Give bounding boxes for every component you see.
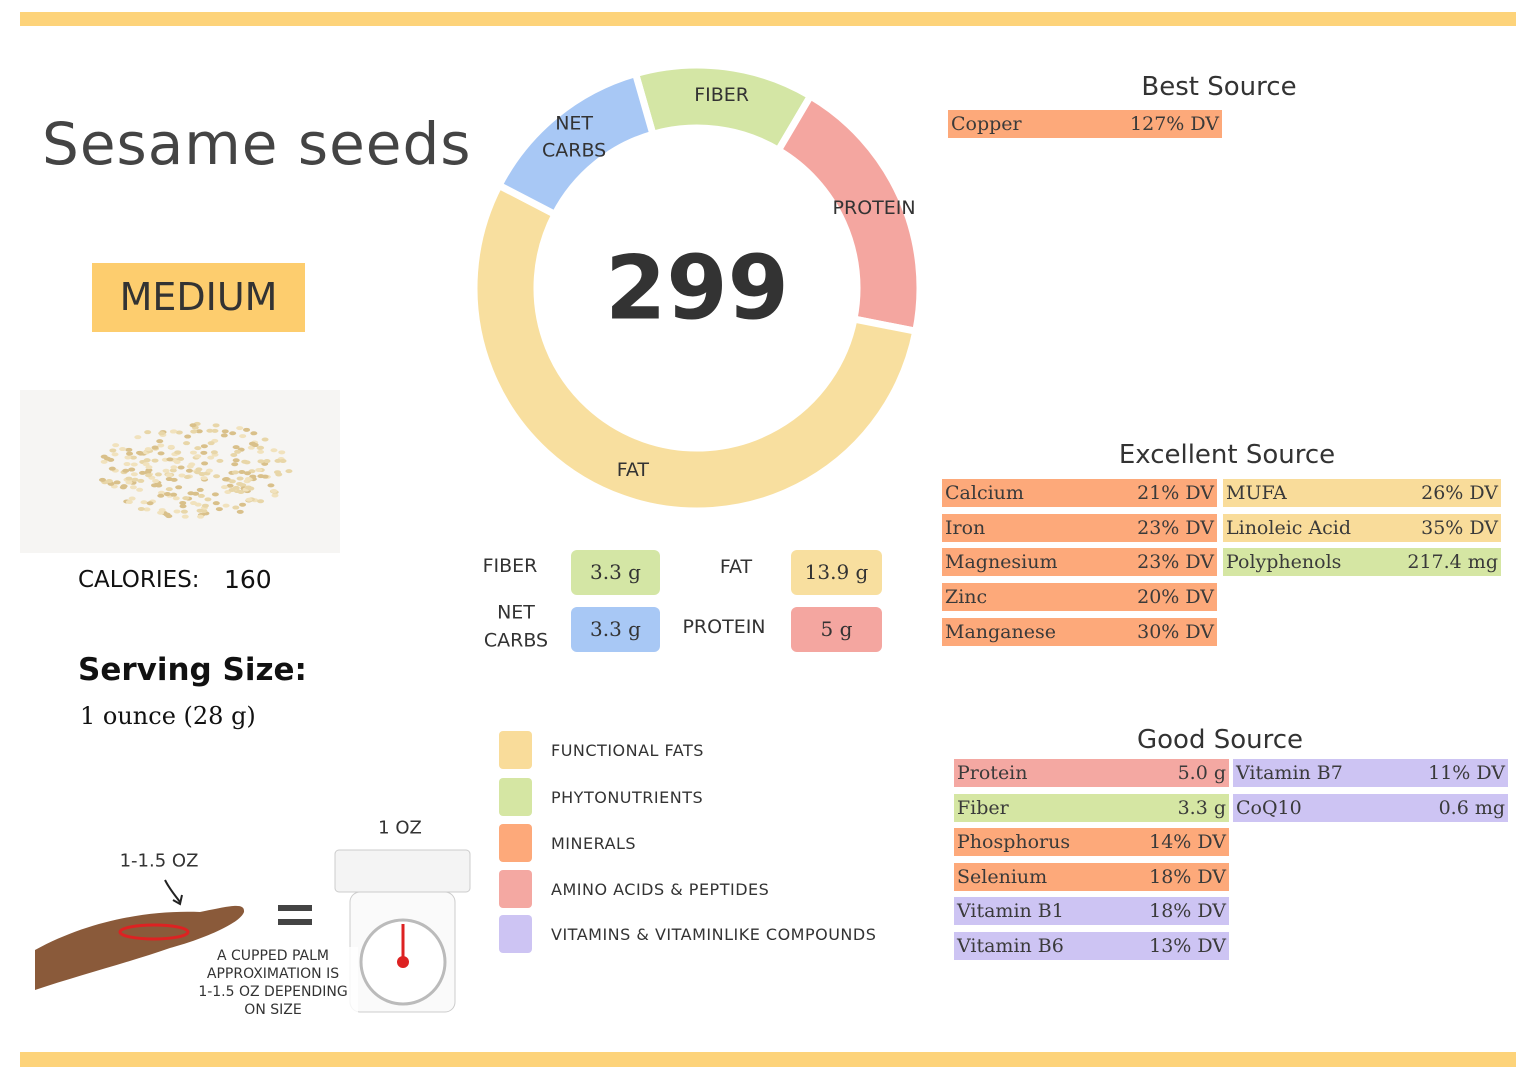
source-row: Vitamin B6 13% DV (954, 932, 1229, 960)
donut-center: 299 (605, 236, 789, 340)
donut-label: NET CARBS (542, 112, 607, 162)
nutrient-amount: 26% DV (1421, 482, 1498, 504)
nutrient-name: Fiber (957, 796, 1009, 819)
nutrient-name: CoQ10 (1236, 796, 1302, 819)
nutrient-amount: 21% DV (1137, 482, 1214, 504)
donut-segment (494, 69, 658, 220)
nutrient-amount: 13% DV (1149, 935, 1226, 957)
portion-illustration (35, 849, 471, 1013)
nutrient-amount: 35% DV (1421, 516, 1498, 539)
nutrient-amount: 0.6 mg (1438, 796, 1505, 819)
nutrient-amount: 18% DV (1149, 865, 1226, 888)
nutrient-name: Zinc (945, 586, 988, 609)
nutrient-amount: 217.4 mg (1407, 551, 1498, 574)
nutrient-name: Phosphorus (957, 831, 1071, 854)
legend-label: VITAMINS & VITAMINLIKE COMPOUNDS (551, 925, 877, 944)
legend-swatch (499, 778, 532, 816)
legend-label: MINERALS (551, 834, 637, 853)
nutrient-name: Vitamin B6 (957, 935, 1064, 957)
donut-segment (470, 180, 920, 515)
legend-swatch (499, 824, 532, 862)
donut-label: FAT (616, 459, 650, 482)
source-row: Copper 127% DV (948, 110, 1222, 138)
scale-label: 1 OZ (378, 817, 422, 839)
source-row: Iron 23% DV (942, 513, 1217, 542)
note-line: 1-1.5 OZ DEPENDING (198, 984, 348, 1000)
nutrient-amount: 14% DV (1149, 831, 1226, 854)
nutrient-name: Magnesium (945, 551, 1058, 574)
nutrient-amount: 20% DV (1137, 586, 1214, 609)
title: Sesame seeds (42, 110, 472, 178)
source-row: Calcium 21% DV (942, 479, 1217, 507)
nutrient-amount: 3.3 g (1177, 796, 1226, 819)
nutrient-amount: 5.0 g (1177, 762, 1226, 784)
source-row: CoQ10 0.6 mg (1233, 793, 1508, 822)
source-row: Manganese 30% DV (942, 617, 1217, 646)
macro-chip: 5 g (791, 607, 882, 652)
nutrient-name: Vitamin B1 (957, 900, 1064, 923)
palm-note: A CUPPED PALM APPROXIMATION IS 1-1.5 OZ DE… (188, 947, 358, 1019)
calories-value: 160 (224, 565, 272, 594)
nutrient-name: Calcium (945, 482, 1024, 504)
note-line: ON SIZE (244, 1002, 302, 1018)
nutrient-amount: 127% DV (1130, 113, 1219, 135)
nutrient-amount: 18% DV (1149, 900, 1226, 923)
nutrient-name: Selenium (957, 865, 1048, 888)
note-line: APPROXIMATION IS (206, 966, 340, 982)
source-title: Best Source (1141, 72, 1297, 102)
palm-label: 1-1.5 OZ (119, 850, 199, 872)
nutrient-name: Vitamin B7 (1236, 762, 1343, 784)
source-row: Vitamin B7 11% DV (1233, 759, 1508, 787)
macro-label: PROTEIN (682, 616, 766, 639)
source-row: Fiber 3.3 g (954, 793, 1229, 822)
source-row: Selenium 18% DV (954, 862, 1229, 891)
macro-label: NET CARBS (483, 601, 549, 651)
nutrient-name: Iron (945, 516, 986, 539)
source-row: Phosphorus 14% DV (954, 828, 1229, 857)
donut-label: FIBER (694, 83, 750, 106)
legend-swatch (499, 870, 532, 908)
legend-label: FUNCTIONAL FATS (551, 741, 704, 760)
nutrient-amount: 23% DV (1137, 551, 1214, 574)
source-title: Excellent Source (1118, 440, 1336, 470)
source-row: Linoleic Acid 35% DV (1223, 513, 1501, 542)
source-row: Magnesium 23% DV (942, 548, 1217, 577)
source-row: MUFA 26% DV (1223, 479, 1501, 507)
serving-value: 1 ounce (28 g) (80, 702, 256, 730)
source-title: Good Source (1136, 725, 1304, 755)
legend-label: PHYTONUTRIENTS (551, 788, 704, 807)
nutrient-amount: 11% DV (1428, 762, 1505, 784)
donut-label: PROTEIN (832, 196, 916, 219)
macro-chip: 3.3 g (571, 607, 660, 652)
nutrient-name: Polyphenols (1226, 551, 1342, 574)
nutrient-name: Protein (957, 762, 1028, 784)
note-line: A CUPPED PALM (216, 948, 329, 964)
bottom-bar (20, 1052, 1516, 1067)
donut-chart (470, 61, 924, 515)
badge: MEDIUM (92, 263, 305, 332)
source-row: Vitamin B1 18% DV (954, 897, 1229, 926)
macro-chip: 3.3 g (571, 550, 660, 595)
nutrient-amount: 30% DV (1137, 620, 1214, 643)
seeds-image (20, 390, 340, 553)
top-bar (20, 12, 1516, 26)
source-row: Polyphenols 217.4 mg (1223, 548, 1501, 577)
source-row: Zinc 20% DV (942, 583, 1217, 612)
legend-label: AMINO ACIDS & PEPTIDES (551, 880, 770, 899)
nutrient-name: Manganese (945, 620, 1056, 643)
nutrient-amount: 23% DV (1137, 516, 1214, 539)
legend-swatch (499, 731, 532, 769)
macro-label: FIBER (482, 555, 538, 578)
macro-label: FAT (719, 556, 753, 579)
nutrient-name: Copper (951, 113, 1022, 135)
source-row: Protein 5.0 g (954, 759, 1229, 787)
serving-label: Serving Size: (78, 652, 307, 688)
calories-label: CALORIES: (78, 567, 200, 593)
nutrient-name: MUFA (1226, 482, 1287, 504)
legend-swatch (499, 915, 532, 953)
nutrient-name: Linoleic Acid (1226, 516, 1352, 539)
macro-chip: 13.9 g (791, 550, 882, 595)
